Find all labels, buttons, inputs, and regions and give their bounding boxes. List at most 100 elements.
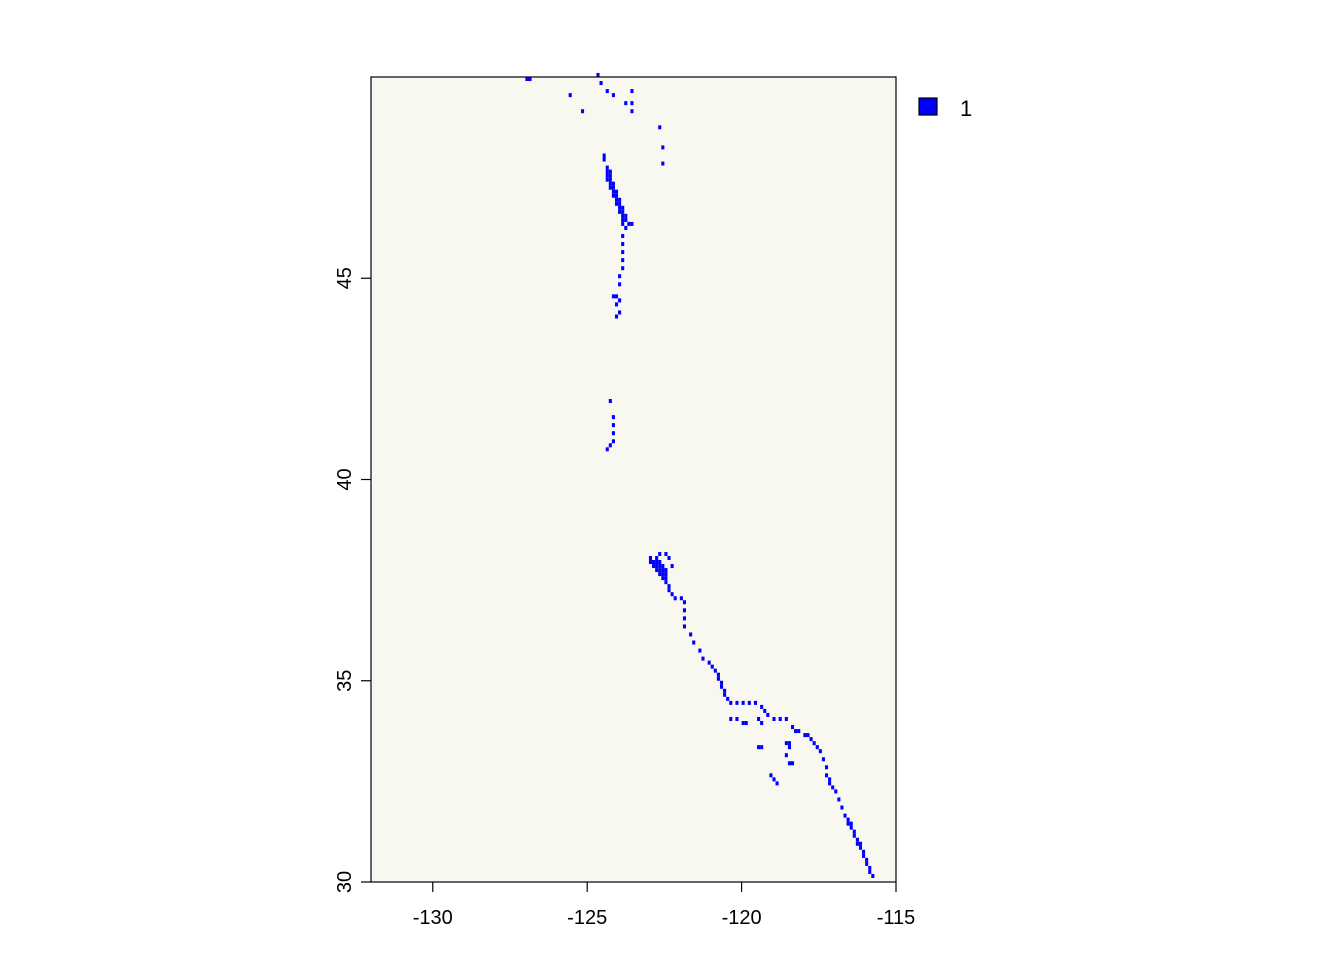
raster-cell — [624, 101, 628, 106]
raster-cell — [760, 704, 764, 709]
raster-cell — [667, 555, 671, 560]
raster-cell — [608, 181, 612, 186]
raster-cell — [843, 813, 847, 818]
raster-cell — [655, 564, 659, 569]
raster-cell — [658, 125, 662, 130]
raster-cell — [710, 664, 714, 669]
raster-cell — [621, 209, 625, 214]
raster-cell — [528, 77, 532, 82]
raster-cell — [824, 765, 829, 770]
raster-cell — [608, 399, 612, 404]
raster-cell — [834, 789, 838, 794]
raster-cell — [784, 741, 788, 746]
raster-cell — [664, 551, 668, 556]
raster-cell — [630, 109, 634, 114]
raster-cell — [608, 443, 612, 448]
raster-cell — [614, 201, 619, 206]
raster-cell — [757, 716, 761, 721]
raster-cell — [840, 805, 844, 810]
raster-cell — [618, 205, 622, 210]
y-tick-label: 30 — [334, 871, 356, 893]
raster-cell — [719, 680, 724, 685]
raster-cell — [599, 81, 603, 86]
raster-cell — [828, 777, 832, 782]
raster-cell — [621, 205, 625, 210]
raster-cell — [664, 572, 668, 577]
raster-cells — [525, 72, 875, 878]
raster-cell — [741, 700, 745, 705]
raster-cell — [772, 777, 776, 782]
legend-swatch — [918, 97, 938, 116]
raster-cell — [655, 560, 659, 565]
raster-cell — [794, 729, 798, 734]
raster-cell — [602, 157, 606, 162]
raster-cell — [618, 310, 622, 315]
raster-cell — [772, 716, 776, 721]
raster-cell — [630, 221, 634, 226]
raster-cell — [621, 213, 625, 218]
raster-cell — [757, 745, 761, 750]
raster-cell — [753, 700, 758, 705]
raster-cell — [858, 845, 863, 850]
raster-cell — [723, 688, 727, 693]
raster-cell — [661, 572, 665, 577]
raster-cell — [661, 145, 665, 150]
raster-cell — [815, 745, 819, 750]
raster-cell — [803, 733, 807, 738]
raster-cell — [661, 161, 665, 166]
raster-cell — [652, 564, 656, 569]
y-tick-label: 45 — [334, 267, 356, 289]
raster-cell — [614, 302, 619, 307]
raster-cell — [787, 761, 791, 766]
raster-cell — [614, 314, 619, 319]
raster-cell — [621, 250, 625, 255]
raster-cell — [648, 560, 653, 565]
raster-cell — [624, 213, 628, 218]
raster-cell — [605, 177, 609, 182]
raster-cell — [621, 221, 625, 226]
raster-cell — [614, 197, 619, 202]
raster-cell — [855, 841, 859, 846]
raster-cell — [605, 165, 609, 170]
raster-cell — [871, 873, 875, 878]
raster-cell — [621, 266, 625, 271]
raster-cell — [716, 676, 720, 681]
raster-cell — [713, 668, 717, 673]
raster-cell — [784, 753, 788, 758]
raster-cell — [670, 592, 674, 597]
raster-cell — [621, 242, 625, 247]
raster-cell — [828, 781, 832, 786]
raster-cell — [611, 189, 615, 194]
raster-cell — [605, 169, 609, 174]
y-tick-label: 40 — [334, 468, 356, 490]
raster-cell — [682, 616, 686, 621]
raster-cell — [719, 684, 724, 689]
raster-cell — [605, 89, 609, 94]
raster-cell — [855, 837, 859, 842]
raster-cell — [760, 721, 764, 726]
raster-cell — [667, 588, 671, 593]
raster-cell — [618, 201, 622, 206]
raster-cell — [596, 72, 600, 77]
raster-cell — [692, 640, 696, 645]
raster-cell — [791, 725, 795, 730]
raster-cell — [608, 185, 612, 190]
raster-cell — [865, 861, 869, 866]
raster-cell — [726, 696, 730, 701]
x-axis: -130 -125 -120 -115 — [413, 882, 915, 929]
y-tick-label: 35 — [334, 670, 356, 692]
raster-cell — [611, 415, 615, 420]
raster-cell — [769, 773, 773, 778]
x-tick-label: -120 — [722, 907, 762, 929]
raster-cell — [664, 568, 668, 573]
raster-cell — [862, 849, 866, 854]
raster-cell — [818, 749, 822, 754]
raster-cell — [655, 555, 659, 560]
raster-cell — [858, 841, 863, 846]
raster-cell — [611, 93, 615, 98]
raster-cell — [763, 708, 767, 713]
raster-cell — [611, 185, 615, 190]
raster-cell — [614, 294, 619, 299]
raster-cell — [862, 853, 866, 858]
